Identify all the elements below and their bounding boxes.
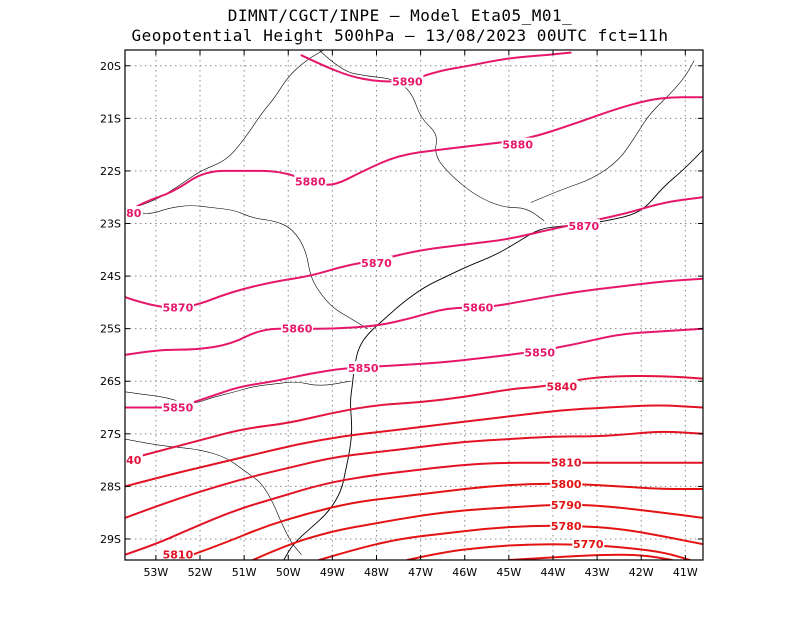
contour-line-5820: [125, 430, 703, 519]
contour-label-bg: [501, 137, 534, 151]
lon-tick-label: 43W: [585, 566, 610, 579]
contour-line-5770: [406, 543, 691, 560]
contour-label-bg: [523, 345, 556, 359]
contour-label-bg: [545, 379, 578, 393]
contour-line-5870: [125, 196, 703, 309]
contour-label: 5810: [551, 457, 582, 470]
gridlines: [125, 50, 703, 560]
contour-label-bg: [572, 537, 605, 551]
state-border: [125, 438, 302, 555]
contour-label-bg: [125, 205, 143, 219]
lon-tick-label: 50W: [276, 566, 301, 579]
contour-label: 80: [126, 207, 142, 220]
contour-label-bg: [550, 518, 583, 532]
contour-label: 5890: [392, 76, 423, 89]
lat-tick-label: 29S: [100, 533, 121, 546]
state-border: [318, 50, 545, 222]
lat-tick-label: 23S: [100, 218, 121, 231]
contour-label: 5850: [163, 402, 194, 415]
state-border: [125, 205, 368, 329]
lon-tick-label: 42W: [629, 566, 654, 579]
lat-tick-label: 20S: [100, 60, 121, 73]
contour-line-5790: [252, 503, 703, 560]
contour-label: 5850: [524, 346, 555, 359]
contour-label-bg: [360, 255, 393, 269]
contour-label-bg: [391, 74, 424, 88]
contour-label-bg: [567, 219, 600, 233]
map-frame: [124, 49, 704, 561]
contour-line-5780: [318, 524, 703, 560]
contour-label: 5870: [163, 302, 194, 315]
contour-label-bg: [550, 497, 583, 511]
lon-tick-label: 44W: [541, 566, 566, 579]
lon-tick-label: 46W: [452, 566, 477, 579]
lat-tick-label: 22S: [100, 165, 121, 178]
contour-label: 5780: [551, 520, 582, 533]
contour-label-layer: 5890 5880 5880 80 5870 5870 5870 5860 5860 5850 58…: [125, 74, 605, 562]
contour-layer: [125, 51, 703, 560]
contour-label-bg: [347, 361, 380, 375]
contour-label-bg: [161, 300, 194, 314]
lon-tick-label: 51W: [232, 566, 257, 579]
contour-label: 5880: [295, 175, 326, 188]
contour-label: 5870: [569, 220, 600, 233]
contour-label-bg: [550, 455, 583, 469]
state-border: [125, 380, 351, 404]
lon-tick-label: 52W: [188, 566, 213, 579]
contour-label: 40: [126, 454, 142, 467]
lon-tick-label: 47W: [408, 566, 433, 579]
contour-label-bg: [161, 400, 194, 414]
axis-layer: 53W 52W 51W 50W 49W 48W 47W 46W 45W 44W 43W 42W 41W 2…: [100, 50, 703, 579]
contour-label: 5840: [546, 380, 577, 393]
contour-label: 5790: [551, 499, 582, 512]
contour-line-5810: [125, 461, 703, 556]
contour-line-5840: [125, 375, 703, 462]
map-background: [125, 50, 703, 560]
contour-label-bg: [281, 321, 314, 335]
lon-tick-label: 49W: [320, 566, 345, 579]
contour-label-bg: [125, 453, 143, 467]
map-title-line1: DIMNT/CGCT/INPE – Model Eta05_M01_: [227, 6, 573, 25]
contour-label-bg: [550, 476, 583, 490]
lon-tick-label: 48W: [364, 566, 389, 579]
geography-layer: [125, 50, 703, 560]
contour-label: 5870: [361, 257, 392, 270]
contour-label-bg: [461, 300, 494, 314]
lon-tick-label: 45W: [496, 566, 521, 579]
lon-tick-label: 41W: [673, 566, 698, 579]
lat-tick-label: 21S: [100, 112, 121, 125]
contour-line-5830: [125, 404, 703, 488]
lat-tick-label: 27S: [100, 428, 121, 441]
lat-tick-label: 28S: [100, 480, 121, 493]
contour-label: 5880: [502, 139, 533, 152]
contour-line-5800: [176, 482, 703, 560]
contour-line-5880: [125, 96, 703, 214]
contour-line-5860: [125, 277, 703, 356]
lat-tick-label: 25S: [100, 323, 121, 336]
lat-tick-label: 26S: [100, 375, 121, 388]
map-title-line2: Geopotential Height 500hPa – 13/08/2023 …: [131, 26, 669, 45]
contour-label: 5810: [163, 549, 194, 562]
contour-label-bg: [294, 174, 327, 188]
contour-label: 5800: [551, 478, 582, 491]
contour-label: 5860: [282, 323, 313, 336]
contour-label-bg: [161, 547, 194, 560]
lon-tick-label: 53W: [143, 566, 168, 579]
contour-label: 5770: [573, 538, 604, 551]
state-border: [530, 60, 695, 203]
contour-label: 5850: [348, 362, 379, 375]
state-border: [125, 50, 324, 211]
lat-tick-label: 24S: [100, 270, 121, 283]
contour-label: 5860: [463, 302, 494, 315]
